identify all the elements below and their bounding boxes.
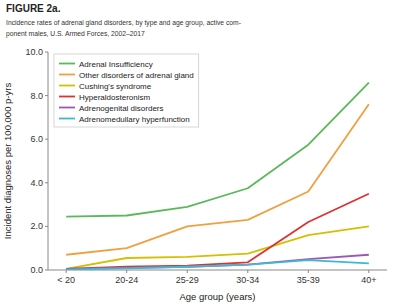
x-tick [66,270,67,273]
y-axis-label: Incident diagnoses per 100,000 p-yrs [2,83,13,240]
x-tick [126,270,127,273]
y-tick-label: 0.0 [30,265,43,275]
series-line [66,260,369,269]
y-tick [45,139,48,140]
y-tick-label: 10.0 [25,47,43,57]
subtitle-line: Incidence rates of adrenal gland disorde… [6,19,241,27]
y-axis-line [48,52,49,270]
subtitle-line: ponent males, U.S. Armed Forces, 2002–20… [6,30,145,38]
x-tick-label: 30-34 [236,275,259,285]
x-tick [308,270,309,273]
x-tick [247,270,248,273]
x-tick-label: 20-24 [115,275,138,285]
title: FIGURE 2a. [6,3,61,14]
legend-label: Hyperaldosteronism [79,93,150,102]
y-tick-label: 8.0 [30,91,43,101]
x-tick-label: 40+ [361,275,376,285]
x-tick-label: < 20 [57,275,75,285]
legend-swatch [59,96,75,98]
x-tick-label: 35-39 [297,275,320,285]
legend-swatch [59,85,75,87]
legend-swatch [59,118,75,120]
y-tick-label: 2.0 [30,221,43,231]
x-axis-label: Age group (years) [179,291,255,302]
chart: FIGURE 2a. Incidence rates of adrenal gla… [0,0,397,306]
legend: Adrenal Insufficiency Other disorders of … [54,54,199,127]
series-line [66,255,369,269]
legend-label: Other disorders of adrenal gland [79,71,194,80]
series-line [66,194,369,269]
legend-label: Adrenal Insufficiency [79,60,153,69]
y-tick [45,226,48,227]
y-tick [45,270,48,271]
y-tick-label: 4.0 [30,178,43,188]
y-tick [45,182,48,183]
legend-swatch [59,63,75,65]
legend-swatch [59,74,75,76]
legend-label: Adrenogenital disorders [79,104,164,113]
legend-frame [54,54,199,127]
x-tick [187,270,188,273]
y-tick [45,95,48,96]
y-tick-label: 6.0 [30,134,43,144]
legend-label: Adrenomedullary hyperfunction [79,115,190,124]
series-line [66,226,369,269]
x-tick-label: 25-29 [176,275,199,285]
subtitle: Incidence rates of adrenal gland disorde… [6,19,241,38]
y-tick [45,52,48,53]
series-line [66,83,369,217]
axes: 0.0 2.0 4.0 6.0 8.0 10.0 < 20 20-24 25-29 30-34 35… [25,47,387,285]
lines [66,83,369,270]
legend-swatch [59,107,75,109]
x-tick [368,270,369,273]
legend-label: Cushing's syndrome [79,82,152,91]
